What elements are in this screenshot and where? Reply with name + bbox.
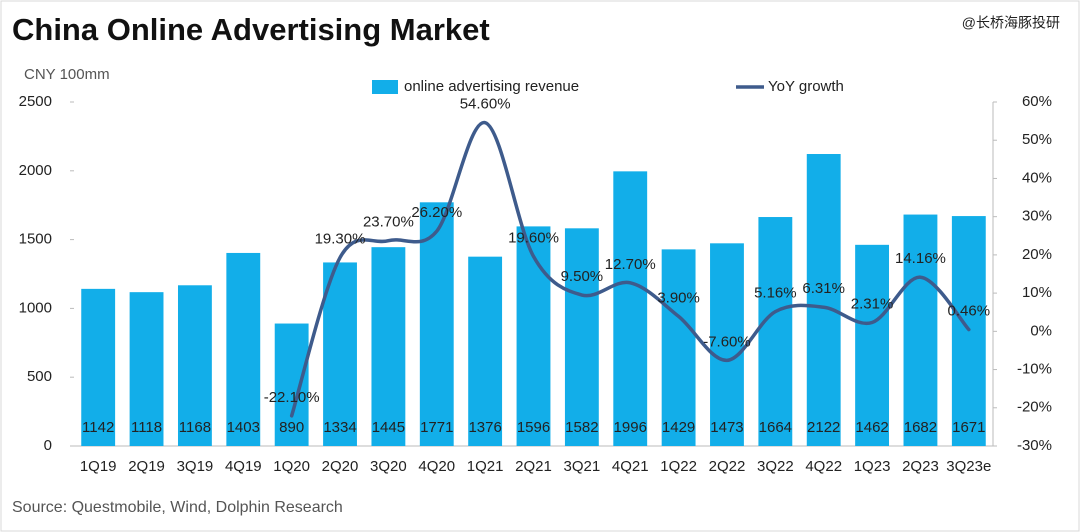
bar: [371, 247, 406, 446]
y2-tick-label: 40%: [1022, 169, 1052, 186]
x-tick-label: 1Q21: [467, 458, 504, 475]
line-value-label: 19.30%: [315, 231, 366, 248]
bar-value-label: 1142: [82, 419, 114, 436]
bar-value-label: 1445: [372, 419, 405, 436]
legend-label: YoY growth: [768, 78, 844, 95]
y2-tick-label: 30%: [1022, 208, 1052, 225]
bar-value-label: 1462: [855, 419, 888, 436]
bar: [226, 252, 261, 446]
x-tick-label: 3Q21: [564, 458, 601, 475]
bar-value-label: 1473: [710, 419, 743, 436]
bar: [661, 249, 696, 446]
x-tick-label: 3Q23e: [946, 458, 991, 475]
bar-value-label: 1996: [614, 419, 647, 436]
x-tick-label: 4Q22: [805, 458, 842, 475]
bar-value-label: 1376: [468, 419, 501, 436]
legend-label: online advertising revenue: [404, 78, 579, 95]
bar-value-label: 1334: [323, 419, 356, 436]
line-value-label: 2.31%: [851, 295, 894, 312]
bar-value-label: 1596: [517, 419, 550, 436]
line-value-label: 14.16%: [895, 250, 946, 267]
bar-value-label: 1682: [904, 419, 937, 436]
line-value-label: 9.50%: [561, 268, 604, 285]
line-value-label: -22.10%: [264, 389, 320, 406]
bar-value-label: 1771: [420, 419, 453, 436]
line-value-label: 26.20%: [411, 204, 462, 221]
x-tick-label: 4Q21: [612, 458, 649, 475]
bar: [274, 323, 309, 446]
line-value-label: -7.60%: [703, 333, 751, 350]
y2-tick-label: -20%: [1017, 399, 1052, 416]
bar-value-label: 1118: [131, 419, 162, 436]
bar: [758, 217, 793, 446]
y2-tick-label: 50%: [1022, 131, 1052, 148]
x-tick-label: 3Q19: [177, 458, 214, 475]
y-tick-label: 0: [44, 437, 52, 454]
bar-value-label: 1582: [565, 419, 598, 436]
bar: [468, 256, 503, 446]
y-tick-label: 1000: [19, 299, 52, 316]
x-tick-label: 2Q22: [709, 458, 746, 475]
bar: [710, 243, 744, 446]
y2-tick-label: 20%: [1022, 246, 1052, 263]
bar: [855, 244, 890, 446]
line-value-label: 54.60%: [460, 96, 511, 113]
bar: [81, 288, 116, 446]
bar: [419, 202, 454, 446]
bar: [177, 285, 212, 446]
chart-title: China Online Advertising Market: [12, 12, 490, 47]
y-tick-label: 2000: [19, 162, 52, 179]
y2-tick-label: -30%: [1017, 437, 1052, 454]
x-tick-label: 1Q23: [854, 458, 891, 475]
x-tick-label: 1Q20: [273, 458, 310, 475]
line-value-label: 23.70%: [363, 214, 414, 231]
x-tick-label: 1Q22: [660, 458, 697, 475]
x-tick-label: 4Q20: [418, 458, 455, 475]
bar: [564, 228, 599, 446]
y2-tick-label: 0%: [1030, 322, 1052, 339]
x-tick-label: 2Q20: [322, 458, 359, 475]
x-tick-label: 2Q19: [128, 458, 165, 475]
y2-tick-label: 60%: [1022, 93, 1052, 110]
y-tick-label: 1500: [19, 231, 52, 248]
line-value-label: 5.16%: [754, 285, 797, 302]
x-tick-label: 2Q21: [515, 458, 552, 475]
bar-value-label: 1664: [759, 419, 792, 436]
bar-value-label: 1403: [227, 419, 260, 436]
unit-label: CNY 100mm: [24, 66, 110, 83]
x-tick-label: 3Q20: [370, 458, 407, 475]
bar-value-label: 1671: [952, 419, 985, 436]
line-value-label: 19.60%: [508, 229, 559, 246]
y-tick-label: 2500: [19, 93, 52, 110]
y2-tick-label: -10%: [1017, 361, 1052, 378]
x-tick-label: 1Q19: [80, 458, 117, 475]
y2-tick-label: 10%: [1022, 284, 1052, 301]
bar: [129, 292, 164, 446]
line: [289, 120, 971, 418]
bar-value-label: 1429: [662, 419, 695, 436]
bar-value-label: 2122: [807, 419, 840, 436]
line-value-label: 3.90%: [657, 289, 700, 306]
bar: [806, 154, 841, 446]
source: Source: Questmobile, Wind, Dolphin Resea…: [12, 499, 343, 516]
x-tick-label: 4Q19: [225, 458, 262, 475]
y-tick-label: 500: [27, 368, 52, 385]
legend-swatch: [372, 80, 398, 94]
x-tick-label: 2Q23: [902, 458, 939, 475]
line-value-label: 0.46%: [948, 303, 991, 320]
line-value-label: 6.31%: [802, 280, 845, 297]
bar: [516, 226, 551, 446]
line-value-label: 12.70%: [605, 256, 656, 273]
bar: [613, 171, 648, 446]
x-tick-label: 3Q22: [757, 458, 794, 475]
watermark: @长桥海豚投研: [962, 15, 1060, 31]
bar: [903, 214, 938, 446]
bar: [323, 262, 357, 446]
bar-value-label: 1168: [179, 419, 211, 436]
bar-value-label: 890: [279, 419, 304, 436]
